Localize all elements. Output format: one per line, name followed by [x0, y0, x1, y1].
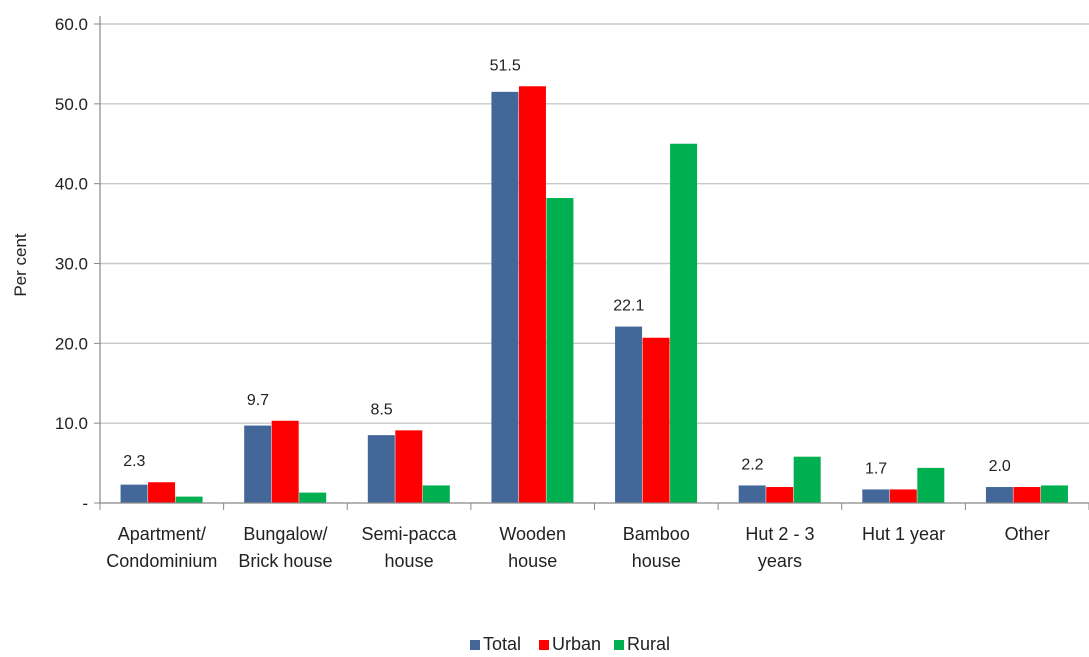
legend-swatch-urban [539, 640, 549, 650]
bar-urban [766, 487, 794, 503]
legend-swatch-rural [614, 640, 624, 650]
category-label: house [632, 551, 681, 571]
bar-total [738, 485, 766, 503]
bar-total [615, 326, 643, 503]
data-label: 8.5 [370, 401, 392, 418]
category-label: Bungalow/ [243, 524, 327, 544]
category-label: Bamboo [623, 524, 690, 544]
y-tick-label: 20.0 [55, 334, 88, 353]
legend: Total Urban Rural [470, 634, 670, 654]
data-label: 2.2 [741, 456, 763, 473]
y-axis-title: Per cent [11, 233, 30, 297]
bar-total [120, 484, 148, 503]
bars [120, 86, 1068, 504]
category-label: Brick house [238, 551, 332, 571]
bar-rural [793, 456, 821, 503]
category-label: house [508, 551, 557, 571]
y-tick-label: - [82, 494, 88, 513]
y-tick-label: 50.0 [55, 95, 88, 114]
y-tick-label: 60.0 [55, 15, 88, 34]
data-label: 22.1 [613, 298, 644, 315]
bar-rural [1040, 485, 1068, 503]
y-tick-label: 30.0 [55, 255, 88, 274]
category-label: Apartment/ [118, 524, 206, 544]
bar-urban [395, 430, 423, 503]
y-tick-label: 40.0 [55, 175, 88, 194]
category-label: Hut 2 - 3 [745, 524, 814, 544]
legend-label-total: Total [483, 634, 521, 654]
category-labels: Apartment/Condominium Bungalow/Brick hous… [106, 524, 1049, 571]
axes [99, 16, 1089, 510]
bar-urban [1013, 487, 1041, 503]
data-label: 9.7 [247, 392, 269, 409]
y-tick-label: 10.0 [55, 414, 88, 433]
legend-label-rural: Rural [627, 634, 670, 654]
category-label: house [385, 551, 434, 571]
bar-rural [299, 492, 327, 503]
bar-urban [518, 86, 546, 504]
bar-urban [148, 482, 176, 503]
category-label: Condominium [106, 551, 217, 571]
bar-rural [546, 198, 574, 503]
legend-label-urban: Urban [552, 634, 601, 654]
bar-rural [175, 496, 203, 503]
data-label: 2.0 [989, 458, 1011, 475]
category-label: Hut 1 year [862, 524, 945, 544]
bar-total [244, 425, 272, 503]
bar-rural [670, 143, 698, 503]
category-label: Wooden [499, 524, 566, 544]
category-label: Semi-pacca [362, 524, 458, 544]
gridlines [94, 23, 1089, 504]
data-label: 2.3 [123, 453, 145, 470]
bar-rural [422, 485, 450, 503]
bar-total [367, 435, 395, 503]
bar-urban [642, 337, 670, 503]
bar-urban [271, 420, 299, 503]
data-label: 1.7 [865, 460, 887, 477]
y-axis-ticks: - 10.0 20.0 30.0 40.0 50.0 60.0 [55, 15, 88, 513]
legend-swatch-total [470, 640, 480, 650]
data-label: 51.5 [490, 57, 521, 74]
category-label: years [758, 551, 802, 571]
bar-total [862, 489, 890, 503]
data-labels: 2.3 9.7 8.5 51.5 22.1 2.2 1.7 2.0 [123, 57, 1011, 477]
category-label: Other [1005, 524, 1050, 544]
bar-rural [917, 467, 945, 503]
bar-total [985, 487, 1013, 503]
bar-total [491, 91, 519, 503]
bar-urban [889, 489, 917, 503]
